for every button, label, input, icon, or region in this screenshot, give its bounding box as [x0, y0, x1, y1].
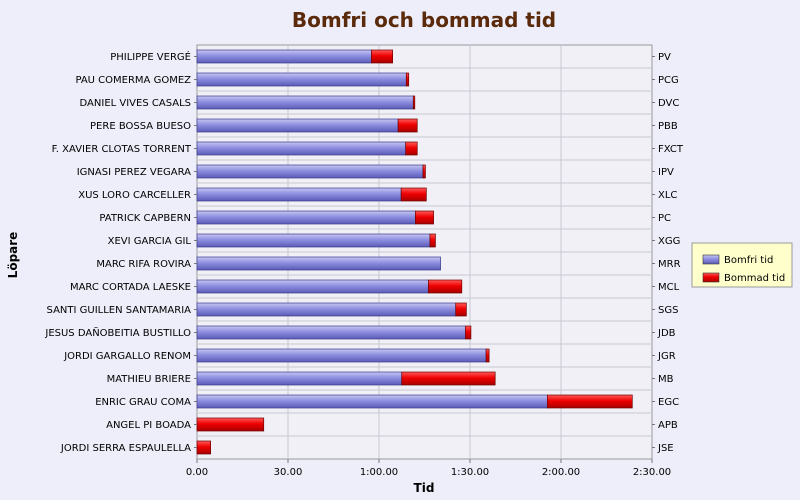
x-tick-label: 30.00: [274, 467, 303, 478]
runner-name-label: JORDI GARGALLO RENOM: [63, 351, 191, 362]
bar-bommad-tid: [465, 325, 472, 340]
legend-label-bomfri: Bomfri tid: [724, 255, 773, 266]
bar-bomfri-tid: [196, 302, 457, 317]
bar-bomfri-tid: [196, 210, 416, 225]
runner-abbreviation-label: MB: [658, 374, 674, 385]
runner-abbreviation-label: IPV: [658, 167, 674, 178]
legend-label-bommad: Bommad tid: [724, 273, 785, 284]
runner-name-label: SANTI GUILLEN SANTAMARIA: [47, 305, 192, 316]
runner-name-label: MATHIEU BRIERE: [107, 374, 191, 385]
bar-bomfri-tid: [196, 233, 431, 248]
bar-bommad-tid: [412, 95, 416, 110]
bar-bommad-tid: [415, 210, 434, 225]
bar-bommad-tid: [400, 187, 427, 202]
bar-bomfri-tid: [196, 72, 407, 87]
x-tick-label: 0.00: [186, 467, 208, 478]
runner-abbreviation-label: XLC: [658, 190, 677, 201]
runner-abbreviation-label: PBB: [658, 121, 678, 132]
runner-abbreviation-label: SGS: [658, 305, 678, 316]
runner-name-label: ENRIC GRAU COMA: [95, 397, 191, 408]
bar-bommad-tid: [397, 118, 418, 133]
runner-name-label: IGNASI PEREZ VEGARA: [77, 167, 191, 178]
legend-swatch-bomfri: [702, 254, 720, 265]
bar-bommad-tid: [196, 417, 265, 432]
runner-name-label: MARC RIFA ROVIRA: [96, 259, 191, 270]
runner-abbreviation-label: APB: [658, 420, 678, 431]
bar-bomfri-tid: [196, 95, 414, 110]
chart-title: Bomfri och bommad tid: [292, 8, 556, 32]
runner-abbreviation-label: JGR: [657, 351, 676, 362]
runner-name-label: DANIEL VIVES CASALS: [80, 98, 191, 109]
bar-bommad-tid: [405, 141, 418, 156]
bar-bommad-tid: [429, 233, 436, 248]
runner-abbreviation-label: PV: [658, 52, 671, 63]
runner-name-label: F. XAVIER CLOTAS TORRENT: [52, 144, 192, 155]
legend: Bomfri tid Bommad tid: [691, 242, 793, 288]
bar-bommad-tid: [546, 394, 633, 409]
runner-name-label: XEVI GARCIA GIL: [108, 236, 192, 247]
bar-bommad-tid: [485, 348, 490, 363]
bar-bomfri-tid: [196, 256, 441, 271]
x-tick-label: 1:00.00: [360, 467, 398, 478]
runner-name-label: JORDI SERRA ESPAULELLA: [60, 443, 191, 454]
runner-abbreviation-label: XGG: [658, 236, 680, 247]
runner-abbreviation-label: PCG: [658, 75, 679, 86]
bar-bomfri-tid: [196, 348, 487, 363]
bar-bomfri-tid: [196, 164, 424, 179]
bar-bommad-tid: [196, 440, 211, 455]
runner-abbreviation-label: PC: [658, 213, 671, 224]
runner-abbreviation-label: JDB: [657, 328, 676, 339]
runner-name-label: PATRICK CAPBERN: [99, 213, 191, 224]
runner-abbreviation-label: DVC: [658, 98, 679, 109]
runner-abbreviation-label: FXCT: [658, 144, 684, 155]
runner-name-label: PHILIPPE VERGÉ: [110, 50, 191, 63]
x-tick-label: 2:30.00: [633, 467, 671, 478]
bar-bommad-tid: [455, 302, 467, 317]
bar-bomfri-tid: [196, 279, 429, 294]
bar-bomfri-tid: [196, 141, 407, 156]
runner-abbreviation-label: MCL: [658, 282, 680, 293]
runner-abbreviation-label: JSE: [657, 443, 674, 454]
bar-bommad-tid: [405, 72, 410, 87]
runner-name-label: MARC CORTADA LAESKE: [70, 282, 191, 293]
y-axis-title: Löpare: [6, 232, 20, 279]
bar-bomfri-tid: [196, 49, 372, 64]
bar-bommad-tid: [422, 164, 426, 179]
runner-name-label: ANGEL PI BOADA: [106, 420, 191, 431]
runner-abbreviation-label: EGC: [658, 397, 679, 408]
bar-bommad-tid: [371, 49, 393, 64]
runner-name-label: JESUS DAÑOBEITIA BUSTILLO: [44, 326, 191, 339]
bar-bomfri-tid: [196, 187, 402, 202]
x-tick-label: 1:30.00: [451, 467, 489, 478]
bar-bommad-tid: [401, 371, 496, 386]
bar-bommad-tid: [428, 279, 463, 294]
x-tick-label: 2:00.00: [542, 467, 580, 478]
legend-swatch-bommad: [702, 272, 720, 283]
bar-bomfri-tid: [196, 371, 403, 386]
runner-name-label: XUS LORO CARCELLER: [78, 190, 191, 201]
runner-abbreviation-label: MRR: [658, 259, 681, 270]
x-axis-title: Tid: [414, 481, 435, 495]
runner-name-label: PERE BOSSA BUESO: [90, 121, 191, 132]
bar-bomfri-tid: [196, 394, 548, 409]
runner-name-label: PAU COMERMA GOMEZ: [75, 75, 191, 86]
bar-bomfri-tid: [196, 118, 399, 133]
bar-bomfri-tid: [196, 325, 466, 340]
